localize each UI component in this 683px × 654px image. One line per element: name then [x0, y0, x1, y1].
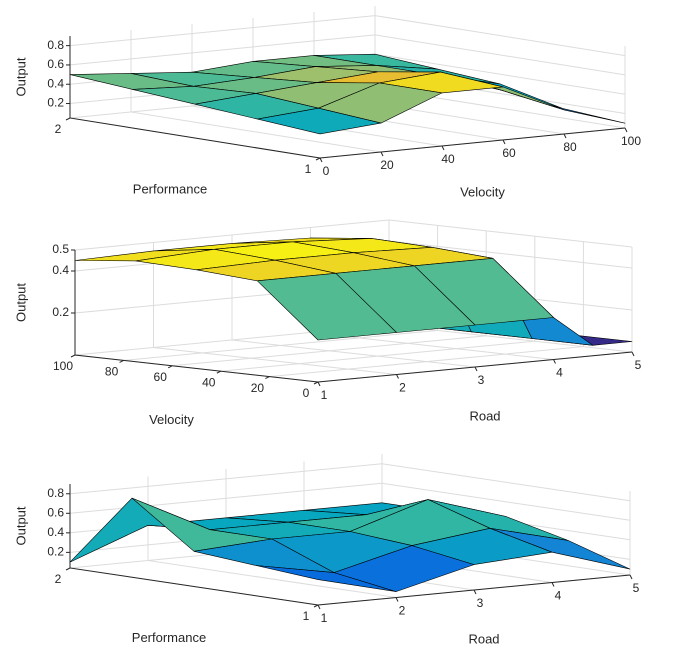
z-tick-label: 0.6 — [47, 57, 64, 71]
grid-line — [220, 236, 536, 372]
x-tick — [551, 582, 555, 587]
x-tick — [395, 597, 399, 602]
z-tick-label: 0.2 — [47, 545, 64, 559]
y-tick-label: 1 — [305, 162, 312, 176]
y-tick-label: 60 — [154, 370, 168, 384]
x-tick — [553, 359, 556, 364]
z-tick-label: 0.4 — [47, 76, 64, 90]
y-tick — [65, 117, 71, 121]
z-tick-label: 0.6 — [47, 505, 64, 519]
y-tick-label: 40 — [202, 375, 216, 389]
y-tick — [313, 604, 319, 608]
x-tick — [629, 574, 633, 580]
y-tick — [265, 376, 270, 380]
x-tick-label: 80 — [563, 140, 577, 154]
axis-line — [69, 36, 626, 159]
x-tick-label: 2 — [399, 604, 406, 618]
y-axis-label: Velocity — [149, 412, 194, 427]
surface-patch — [257, 107, 382, 135]
z-tick-label: 0.2 — [52, 305, 69, 319]
x-tick-label: 4 — [556, 366, 563, 380]
y-tick-label: 1 — [303, 609, 310, 623]
x-tick — [624, 127, 628, 133]
z-tick-label: 0.4 — [47, 525, 64, 539]
x-tick-label: 2 — [399, 381, 406, 395]
grid-line — [69, 15, 626, 57]
x-tick-label: 5 — [633, 581, 640, 595]
x-tick-label: 3 — [477, 596, 484, 610]
x-tick — [563, 133, 567, 139]
x-tick-label: 3 — [478, 373, 485, 387]
y-tick-label: 0 — [303, 386, 310, 400]
y-tick — [70, 354, 76, 358]
y-tick — [315, 157, 321, 161]
surface-patch — [256, 272, 397, 341]
x-tick — [502, 139, 506, 145]
x-tick — [396, 374, 399, 379]
x-tick-label: 1 — [321, 388, 328, 402]
x-tick-label: 1 — [321, 611, 328, 625]
x-tick — [474, 366, 478, 372]
y-tick-label: 100 — [53, 359, 73, 373]
z-tick-label: 0.8 — [47, 486, 64, 500]
x-tick-label: 40 — [441, 152, 455, 166]
grid-line — [269, 241, 584, 378]
z-tick-label: 0.2 — [47, 96, 64, 110]
grid-line — [69, 463, 631, 502]
y-tick-label: 20 — [251, 381, 265, 395]
x-tick — [441, 145, 445, 151]
x-tick — [380, 151, 384, 157]
y-tick-label: 80 — [105, 365, 119, 379]
z-tick-label: 0.8 — [47, 38, 64, 52]
y-tick-label: 2 — [55, 122, 62, 136]
z-axis-label: Output — [13, 57, 28, 96]
y-tick — [216, 370, 222, 374]
x-axis-label: Velocity — [460, 184, 505, 199]
z-tick-label: 0.5 — [52, 242, 69, 256]
x-tick — [473, 589, 477, 595]
z-axis-label: Output — [13, 506, 28, 545]
x-tick-label: 5 — [635, 358, 642, 372]
x-tick-label: 100 — [621, 134, 641, 148]
x-axis-label: Road — [469, 408, 500, 423]
z-tick-label: 0.4 — [52, 263, 69, 277]
x-tick-label: 0 — [323, 164, 330, 178]
x-tick — [317, 604, 321, 610]
z-axis-label: Output — [13, 283, 28, 322]
y-tick — [65, 567, 71, 571]
y-axis-label: Performance — [132, 630, 206, 645]
y-tick — [167, 365, 173, 369]
x-tick-label: 4 — [555, 589, 562, 603]
y-tick — [313, 381, 319, 385]
x-tick-label: 20 — [380, 158, 394, 172]
y-axis-label: Performance — [133, 181, 207, 196]
x-tick — [631, 351, 635, 357]
x-tick — [319, 157, 323, 163]
x-tick — [317, 381, 321, 387]
x-axis-label: Road — [468, 631, 499, 646]
y-tick-label: 2 — [55, 572, 62, 586]
surface-patch — [255, 565, 397, 592]
y-tick — [119, 359, 124, 363]
x-tick-label: 60 — [502, 146, 516, 160]
